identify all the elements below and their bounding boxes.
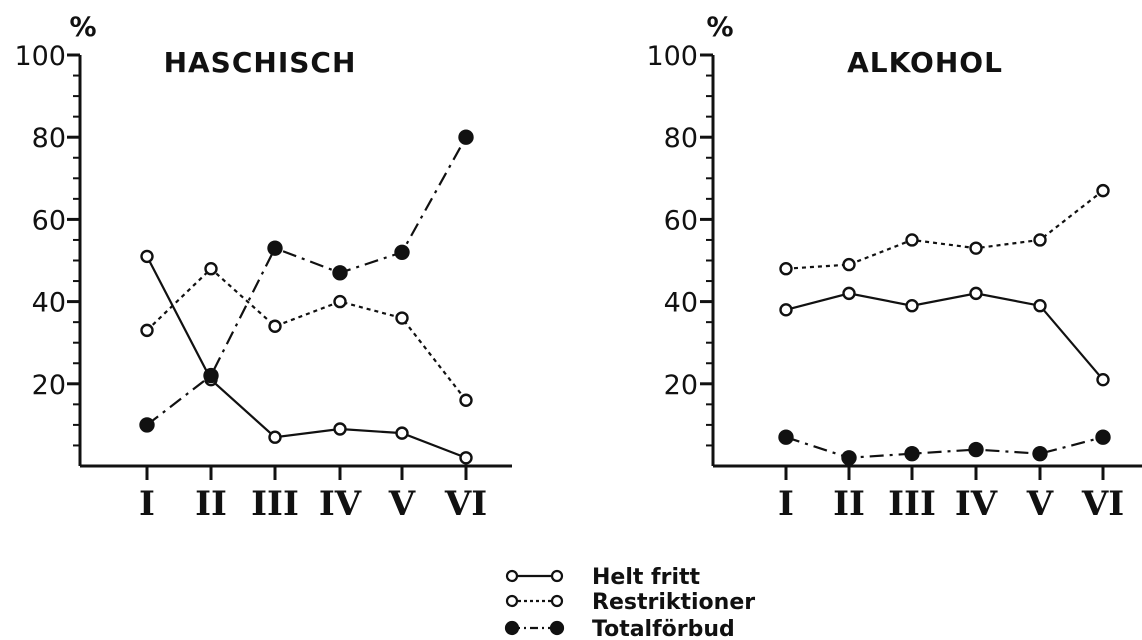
legend-swatch-marker <box>550 594 564 608</box>
data-point-restriktioner <box>140 323 154 338</box>
x-tick-label: V <box>388 484 416 524</box>
data-point-helt-fritt <box>140 249 154 264</box>
y-tick-label: 100 <box>646 41 698 72</box>
legend-swatch-marker <box>550 569 564 583</box>
data-point-restriktioner <box>268 319 282 333</box>
data-point-restriktioner <box>459 393 473 407</box>
data-point-totalf-rbud <box>332 265 348 281</box>
data-point-helt-fritt <box>842 286 856 301</box>
data-point-restriktioner <box>1096 183 1110 198</box>
x-tick-label: I <box>778 484 794 524</box>
legend-swatch-marker <box>505 594 519 608</box>
y-tick-label: 60 <box>664 205 698 236</box>
data-point-restriktioner <box>779 262 793 276</box>
data-point-totalf-rbud <box>778 429 794 445</box>
data-point-helt-fritt <box>969 286 983 301</box>
x-tick-label: II <box>833 484 865 524</box>
data-point-restriktioner <box>395 311 409 325</box>
chart-title: HASCHISCH <box>164 46 357 79</box>
data-point-restriktioner <box>1033 233 1047 247</box>
x-tick-label: V <box>1026 484 1054 524</box>
data-point-helt-fritt <box>905 299 919 313</box>
legend-entry-label: Restriktioner <box>592 590 755 615</box>
data-point-restriktioner <box>969 241 983 255</box>
y-tick-label: 40 <box>664 288 698 319</box>
series-line-totalf-rbud <box>146 136 467 426</box>
y-axis-unit-label: % <box>706 12 733 43</box>
y-tick-label: 20 <box>32 370 66 401</box>
series-line-restriktioner <box>146 267 467 401</box>
data-point-totalf-rbud <box>267 240 283 256</box>
data-point-totalf-rbud <box>394 244 410 260</box>
legend-swatch-marker <box>504 620 520 636</box>
legend-swatch-marker <box>505 569 519 583</box>
x-tick-label: III <box>888 484 936 524</box>
data-point-totalf-rbud <box>968 441 984 458</box>
data-point-helt-fritt <box>779 303 793 317</box>
y-tick-label: 80 <box>664 123 698 154</box>
data-point-helt-fritt <box>1096 372 1110 387</box>
data-point-helt-fritt <box>333 422 347 436</box>
y-axis-unit-label: % <box>69 12 96 43</box>
data-point-helt-fritt <box>268 430 282 444</box>
y-tick-label: 100 <box>14 41 66 72</box>
y-tick-label: 20 <box>664 370 698 401</box>
series-line-totalf-rbud <box>785 436 1104 459</box>
data-point-totalf-rbud <box>904 445 920 462</box>
data-point-restriktioner <box>905 233 919 247</box>
data-point-totalf-rbud <box>458 129 474 145</box>
series-line-helt-fritt <box>785 292 1104 381</box>
data-point-totalf-rbud <box>841 450 857 466</box>
y-tick-label: 80 <box>32 123 66 154</box>
data-point-totalf-rbud <box>139 417 155 433</box>
legend-swatch-marker <box>549 620 565 636</box>
x-tick-label: VI <box>444 484 487 524</box>
data-point-totalf-rbud <box>203 367 219 384</box>
data-point-helt-fritt <box>1033 299 1047 313</box>
data-point-totalf-rbud <box>1095 429 1111 445</box>
data-point-helt-fritt <box>459 451 473 465</box>
data-point-restriktioner <box>333 294 347 309</box>
x-tick-label: I <box>139 484 155 524</box>
x-tick-label: IV <box>319 484 362 524</box>
legend-entry-label: Totalförbud <box>592 617 735 640</box>
y-tick-label: 40 <box>32 288 66 319</box>
y-tick-label: 60 <box>32 205 66 236</box>
data-point-helt-fritt <box>395 426 409 440</box>
chart-title: ALKOHOL <box>847 46 1003 79</box>
x-tick-label: II <box>195 484 227 524</box>
data-point-restriktioner <box>204 262 218 276</box>
series-line-restriktioner <box>785 189 1104 270</box>
data-point-restriktioner <box>842 257 856 272</box>
x-tick-label: VI <box>1081 484 1124 524</box>
data-point-totalf-rbud <box>1032 445 1048 462</box>
x-tick-label: III <box>251 484 299 524</box>
legend-entry-label: Helt fritt <box>592 565 701 590</box>
series-line-helt-fritt <box>146 255 467 459</box>
x-tick-label: IV <box>955 484 998 524</box>
